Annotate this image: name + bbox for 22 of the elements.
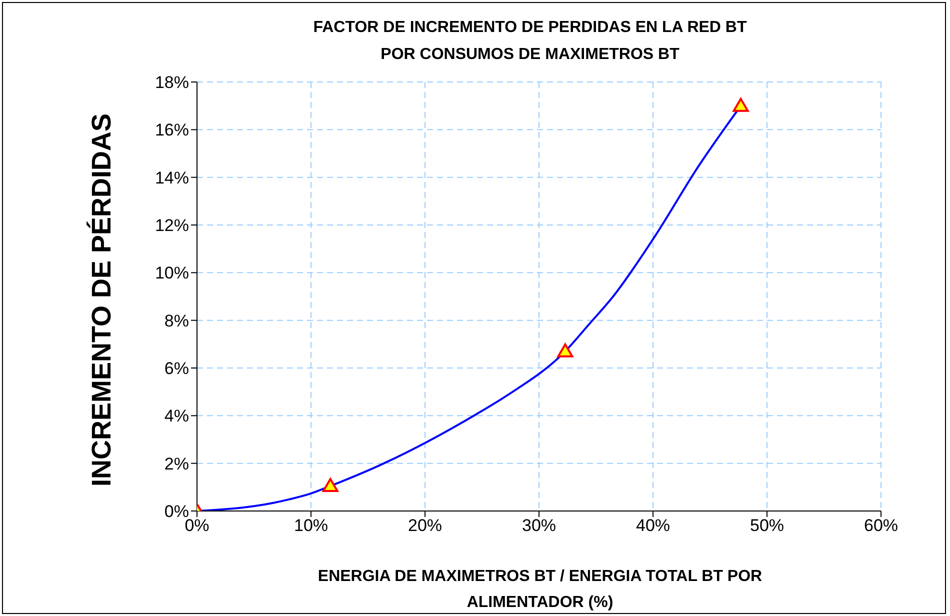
y-tick-label: 6% (164, 359, 189, 378)
point (322, 478, 338, 492)
x-tick-label: 60% (864, 516, 898, 536)
x-tick-label: 40% (636, 516, 670, 536)
x-tick-label: 0% (184, 516, 210, 536)
y-tick-label: 2% (164, 454, 189, 474)
x-axis-title: ENERGIA DE MAXIMETROS BT / ENERGIA TOTAL BT POR ALIMENTADOR (%) (316, 567, 764, 613)
y-tick-label: 8% (164, 311, 189, 330)
point (557, 343, 574, 358)
y-tick-label: 12% (154, 216, 189, 236)
y-tick-label: 16% (154, 120, 189, 140)
chart-title: FACTOR DE INCREMENTO DE PERDIDAS EN LA RED BT POR CONSUMOS DE MAXIMETROS BT (312, 18, 748, 65)
y-tick-label: 10% (154, 264, 189, 283)
y-tick-label: 4% (164, 406, 189, 426)
x-tick-label: 50% (750, 516, 784, 536)
y-tick-label: 18% (154, 73, 189, 92)
x-tick-label: 30% (522, 516, 556, 536)
point (732, 98, 749, 112)
y-axis-title: INCREMENTO DE PÉRDIDAS (86, 113, 118, 487)
x-tick-label: 20% (408, 516, 442, 536)
x-tick-label: 10% (294, 516, 328, 536)
y-tick-label: 14% (154, 168, 189, 188)
